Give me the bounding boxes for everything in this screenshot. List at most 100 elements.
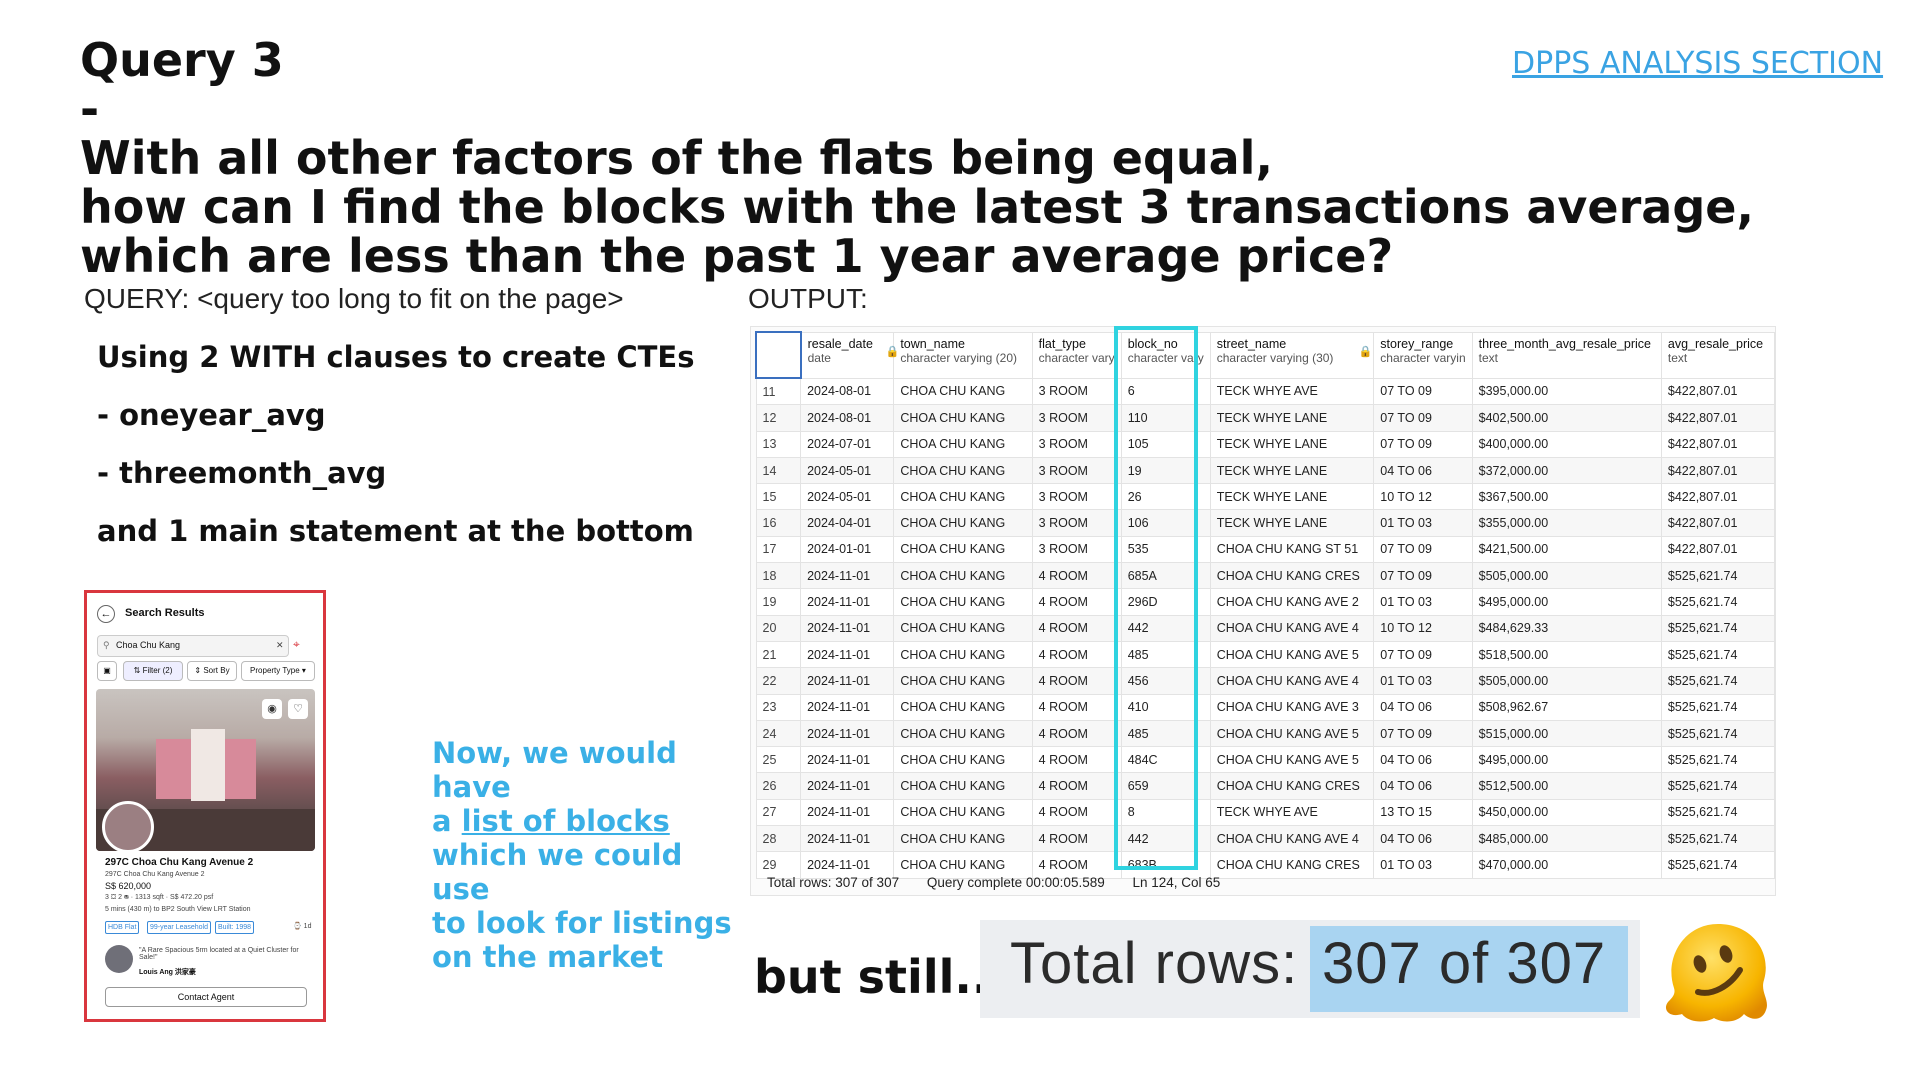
table-cell[interactable]: CHOA CHU KANG — [893, 693, 1033, 721]
table-cell[interactable]: CHOA CHU KANG — [893, 614, 1033, 642]
table-cell[interactable]: 3 ROOM — [1031, 509, 1122, 537]
table-cell[interactable]: $422,807.01 — [1660, 404, 1775, 432]
table-cell[interactable]: 04 TO 06 — [1373, 746, 1473, 774]
row-number[interactable]: 25 — [755, 746, 802, 774]
table-cell[interactable]: $525,621.74 — [1660, 746, 1775, 774]
table-cell[interactable]: 2024-05-01 — [800, 456, 895, 485]
table-cell[interactable]: $508,962.67 — [1471, 693, 1662, 721]
table-cell[interactable]: CHOA CHU KANG — [893, 667, 1033, 695]
table-cell[interactable]: 105 — [1120, 430, 1211, 458]
table-row[interactable]: 16 2024-04-01 CHOA CHU KANG 3 ROOM 106 TECK W… — [755, 509, 1775, 537]
row-number[interactable]: 21 — [755, 640, 802, 669]
row-number[interactable]: 18 — [755, 562, 802, 590]
table-cell[interactable]: 4 ROOM — [1031, 640, 1122, 669]
column-header-resale-date[interactable]: resale_date date 🔒 — [800, 331, 899, 379]
table-cell[interactable]: 4 ROOM — [1031, 719, 1122, 748]
table-cell[interactable]: TECK WHYE LANE — [1209, 509, 1375, 537]
table-cell[interactable]: $525,621.74 — [1660, 693, 1775, 721]
table-cell[interactable]: $512,500.00 — [1471, 772, 1662, 800]
table-cell[interactable]: 4 ROOM — [1031, 746, 1122, 774]
table-cell[interactable]: 3 ROOM — [1031, 535, 1122, 564]
row-number[interactable]: 20 — [755, 614, 802, 642]
table-cell[interactable]: 110 — [1120, 404, 1211, 432]
table-cell[interactable]: CHOA CHU KANG — [893, 719, 1033, 748]
table-cell[interactable]: 8 — [1120, 798, 1211, 827]
table-cell[interactable]: 01 TO 03 — [1373, 509, 1473, 537]
table-cell[interactable]: 3 ROOM — [1031, 483, 1122, 511]
table-cell[interactable]: 04 TO 06 — [1373, 693, 1473, 721]
table-cell[interactable]: 13 TO 15 — [1373, 798, 1473, 827]
row-number[interactable]: 22 — [755, 667, 802, 695]
table-cell[interactable]: 2024-01-01 — [800, 535, 895, 564]
table-cell[interactable]: $515,000.00 — [1471, 719, 1662, 748]
table-row[interactable]: 17 2024-01-01 CHOA CHU KANG 3 ROOM 535 CHOA C… — [755, 535, 1775, 564]
table-row[interactable]: 23 2024-11-01 CHOA CHU KANG 4 ROOM 410 CHOA C… — [755, 693, 1775, 721]
table-cell[interactable]: CHOA CHU KANG — [893, 640, 1033, 669]
table-cell[interactable]: 535 — [1120, 535, 1211, 564]
table-cell[interactable]: $525,621.74 — [1660, 719, 1775, 748]
table-cell[interactable]: TECK WHYE LANE — [1209, 404, 1375, 432]
table-cell[interactable]: $422,807.01 — [1660, 377, 1775, 406]
table-cell[interactable]: CHOA CHU KANG AVE 4 — [1209, 667, 1375, 695]
table-cell[interactable]: CHOA CHU KANG AVE 5 — [1209, 746, 1375, 774]
table-cell[interactable]: $395,000.00 — [1471, 377, 1662, 406]
table-row[interactable]: 14 2024-05-01 CHOA CHU KANG 3 ROOM 19 TECK WH… — [755, 456, 1775, 485]
save-search-chip[interactable]: ▣ — [97, 661, 117, 681]
column-header-storey-range[interactable]: storey_range character varyin — [1373, 331, 1473, 379]
row-number[interactable]: 14 — [755, 456, 802, 485]
table-row[interactable]: 18 2024-11-01 CHOA CHU KANG 4 ROOM 685A CHOA … — [755, 562, 1775, 590]
table-cell[interactable]: CHOA CHU KANG AVE 5 — [1209, 640, 1375, 669]
table-cell[interactable]: $525,621.74 — [1660, 798, 1775, 827]
table-cell[interactable]: $525,621.74 — [1660, 640, 1775, 669]
table-cell[interactable]: $525,621.74 — [1660, 562, 1775, 590]
table-cell[interactable]: 3 ROOM — [1031, 456, 1122, 485]
table-cell[interactable]: $525,621.74 — [1660, 825, 1775, 853]
table-cell[interactable]: $421,500.00 — [1471, 535, 1662, 564]
table-cell[interactable]: CHOA CHU KANG CRES — [1209, 562, 1375, 590]
search-input[interactable]: ⚲ Choa Chu Kang ✕ — [97, 635, 289, 657]
table-cell[interactable]: CHOA CHU KANG — [893, 562, 1033, 590]
table-cell[interactable]: 2024-11-01 — [800, 588, 895, 616]
table-row[interactable]: 28 2024-11-01 CHOA CHU KANG 4 ROOM 442 CHOA C… — [755, 825, 1775, 853]
listing-photo[interactable]: ◉ ♡ — [96, 689, 315, 851]
map-icon[interactable]: ⌖ — [293, 637, 300, 651]
column-header-town-name[interactable]: town_name character varying (20) — [893, 331, 1033, 379]
table-cell[interactable]: 2024-11-01 — [800, 772, 895, 800]
filter-chip[interactable]: ⇅ Filter (2) — [123, 661, 183, 681]
table-cell[interactable]: CHOA CHU KANG — [893, 535, 1033, 564]
table-cell[interactable]: CHOA CHU KANG AVE 3 — [1209, 693, 1375, 721]
table-cell[interactable]: TECK WHYE LANE — [1209, 483, 1375, 511]
table-cell[interactable]: CHOA CHU KANG CRES — [1209, 851, 1375, 879]
grid-corner[interactable] — [755, 331, 802, 379]
sort-chip[interactable]: ⇕ Sort By — [187, 661, 237, 681]
table-cell[interactable]: 2024-11-01 — [800, 719, 895, 748]
table-cell[interactable]: 4 ROOM — [1031, 798, 1122, 827]
table-row[interactable]: 25 2024-11-01 CHOA CHU KANG 4 ROOM 484C CHOA … — [755, 746, 1775, 774]
table-cell[interactable]: $367,500.00 — [1471, 483, 1662, 511]
listing-title[interactable]: 297C Choa Chu Kang Avenue 2 — [105, 857, 254, 868]
table-cell[interactable]: CHOA CHU KANG AVE 4 — [1209, 825, 1375, 853]
table-cell[interactable]: 442 — [1120, 825, 1211, 853]
table-cell[interactable]: TECK WHYE AVE — [1209, 798, 1375, 827]
table-cell[interactable]: CHOA CHU KANG — [893, 509, 1033, 537]
row-number[interactable]: 24 — [755, 719, 802, 748]
table-cell[interactable]: $484,629.33 — [1471, 614, 1662, 642]
table-cell[interactable]: 485 — [1120, 719, 1211, 748]
table-cell[interactable]: CHOA CHU KANG ST 51 — [1209, 535, 1375, 564]
table-row[interactable]: 19 2024-11-01 CHOA CHU KANG 4 ROOM 296D CHOA … — [755, 588, 1775, 616]
table-cell[interactable]: $372,000.00 — [1471, 456, 1662, 485]
table-cell[interactable]: $525,621.74 — [1660, 772, 1775, 800]
table-cell[interactable]: CHOA CHU KANG — [893, 404, 1033, 432]
table-cell[interactable]: 2024-05-01 — [800, 483, 895, 511]
column-header-street-name[interactable]: street_name character varying (30) 🔒 — [1209, 331, 1375, 379]
table-cell[interactable]: $485,000.00 — [1471, 825, 1662, 853]
table-cell[interactable]: 01 TO 03 — [1373, 851, 1473, 879]
table-cell[interactable]: 10 TO 12 — [1373, 614, 1473, 642]
table-cell[interactable]: 19 — [1120, 456, 1211, 485]
row-number[interactable]: 12 — [755, 404, 802, 432]
table-cell[interactable]: $450,000.00 — [1471, 798, 1662, 827]
table-cell[interactable]: 4 ROOM — [1031, 667, 1122, 695]
table-cell[interactable]: 07 TO 09 — [1373, 719, 1473, 748]
table-cell[interactable]: 01 TO 03 — [1373, 588, 1473, 616]
section-link[interactable]: DPPS ANALYSIS SECTION — [1512, 46, 1884, 81]
